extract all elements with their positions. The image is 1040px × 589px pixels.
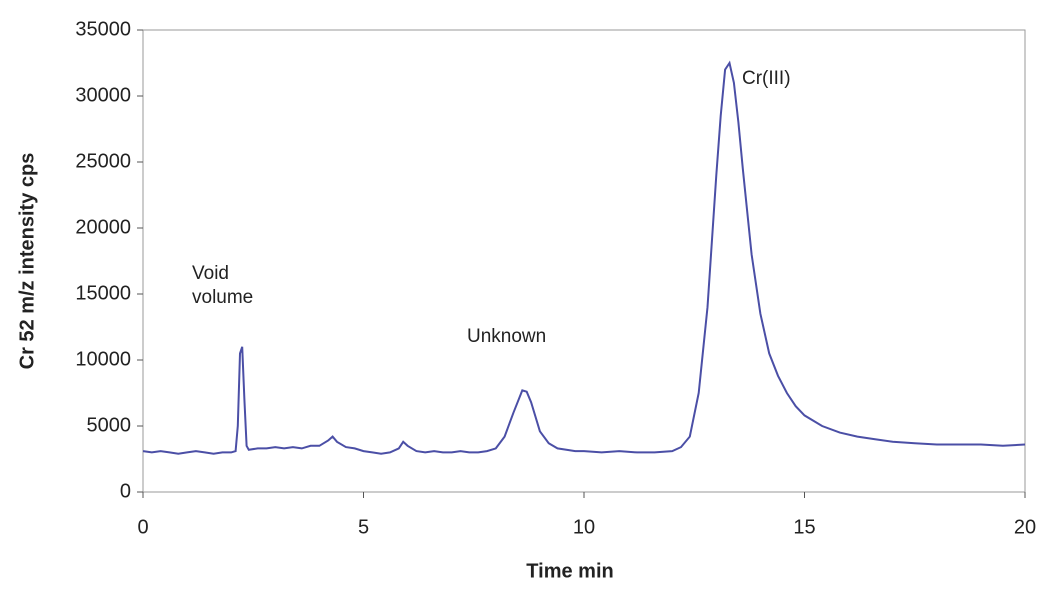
x-axis-label: Time min [526, 560, 613, 582]
y-tick-label: 25000 [75, 150, 131, 172]
annotation: Cr(III) [742, 68, 791, 89]
y-tick-label: 35000 [75, 18, 131, 40]
y-tick-label: 0 [120, 480, 131, 502]
annotation: Unknown [467, 326, 547, 347]
x-tick-label: 20 [1014, 516, 1036, 538]
y-axis-label: Cr 52 m/z intensity cps [16, 153, 38, 370]
x-tick-label: 10 [573, 516, 595, 538]
x-tick-label: 5 [358, 516, 369, 538]
y-tick-label: 15000 [75, 282, 131, 304]
y-tick-label: 20000 [75, 216, 131, 238]
x-tick-label: 15 [793, 516, 815, 538]
y-tick-label: 10000 [75, 348, 131, 370]
line-series [142, 60, 1026, 455]
plot-frame [142, 29, 1026, 493]
y-tick-label: 5000 [87, 414, 132, 436]
x-tick-label: 0 [137, 516, 148, 538]
annotation: Void volume [192, 263, 254, 308]
y-tick-label: 30000 [75, 84, 131, 106]
